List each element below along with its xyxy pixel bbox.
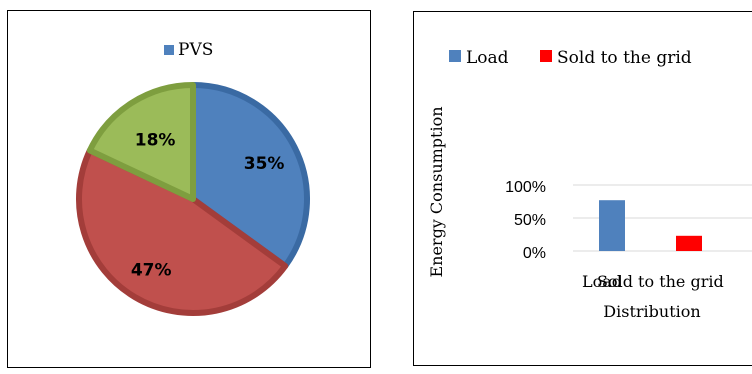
bar-chart: Load Sold to the grid Energy Consumption… [427, 48, 752, 321]
pie-chart-panel: PVS 35% 47% 18% [7, 10, 371, 368]
bar-legend-label-sold: Sold to the grid [557, 48, 692, 68]
bar-legend-swatch-load [449, 50, 461, 62]
pie-legend-swatch-pvs [164, 45, 174, 55]
pie-slice-2 [86, 82, 196, 202]
pie-slice-1 [76, 147, 289, 317]
pie-data-label-1: 47% [131, 261, 172, 281]
bar-legend-label-load: Load [466, 48, 509, 68]
pie-chart: PVS 35% 47% 18% [76, 40, 310, 317]
pie-slice-0 [190, 82, 310, 270]
pie-legend-label-pvs: PVS [178, 40, 213, 60]
y-axis-title: Energy Consumption [427, 106, 446, 277]
x-tick-load: Load [582, 272, 622, 291]
bar-legend-swatch-sold [540, 50, 552, 62]
bar-chart-panel: Load Sold to the grid Energy Consumption… [413, 11, 752, 366]
y-tick-0: 0% [523, 245, 546, 262]
bar-0 [599, 200, 625, 251]
x-tick-sold: Sold to the grid [597, 272, 724, 291]
y-tick-50: 50% [514, 212, 546, 229]
pie-data-label-2: 18% [135, 130, 176, 150]
pie-data-label-0: 35% [244, 154, 285, 174]
y-tick-100: 100% [505, 179, 546, 196]
bar-1 [676, 235, 702, 251]
x-axis-title: Distribution [603, 302, 700, 321]
